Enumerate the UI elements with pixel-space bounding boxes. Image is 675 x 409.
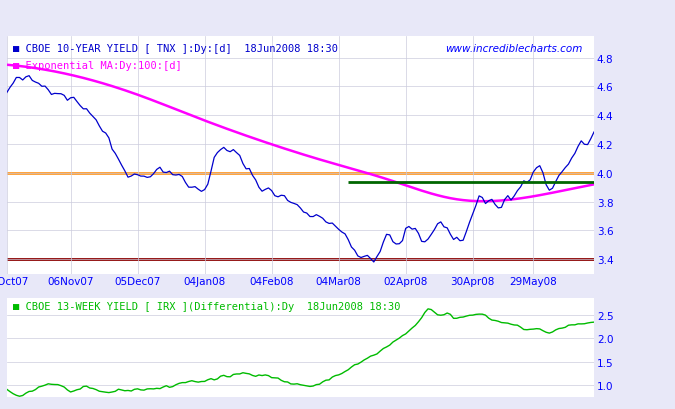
Text: ■ CBOE 10-YEAR YIELD [ TNX ]:Dy:[d]  18Jun2008 18:30: ■ CBOE 10-YEAR YIELD [ TNX ]:Dy:[d] 18Ju… [13, 44, 338, 54]
Text: www.incrediblecharts.com: www.incrediblecharts.com [445, 44, 583, 54]
Text: ■ CBOE 13-WEEK YIELD [ IRX ](Differential):Dy  18Jun2008 18:30: ■ CBOE 13-WEEK YIELD [ IRX ](Differentia… [13, 301, 400, 312]
Text: ■ Exponential MA:Dy:100:[d]: ■ Exponential MA:Dy:100:[d] [13, 61, 182, 70]
